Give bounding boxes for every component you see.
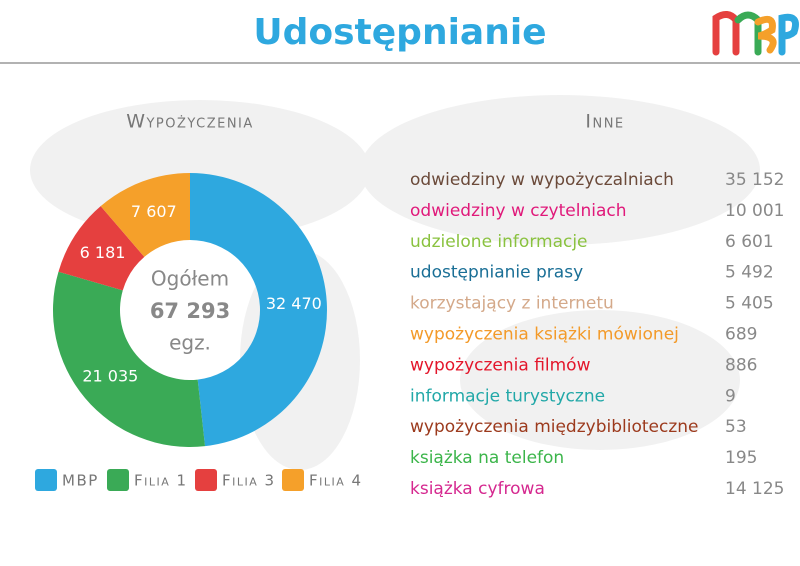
- slice-label: 7 607: [131, 202, 177, 221]
- list-value: 5 492: [725, 263, 774, 283]
- donut-slice: [100, 173, 190, 257]
- legend-label: Filia 4: [309, 472, 363, 490]
- donut: 32 470 21 035 6 181 7 607 Ogółem 67 293 egz.: [53, 173, 327, 447]
- list-label: udostępnianie prasy: [410, 263, 583, 283]
- list-label: wypożyczenia międzybiblioteczne: [410, 417, 699, 437]
- list-label: książka na telefon: [410, 448, 564, 468]
- legend-swatch: [282, 469, 304, 491]
- list-label: wypożyczenia książki mówionej: [410, 325, 679, 345]
- list-label: informacje turystyczne: [410, 386, 605, 406]
- legend-label: Filia 3: [222, 472, 276, 490]
- list-value: 35 152: [725, 170, 784, 190]
- list-label: udzielone informacje: [410, 232, 588, 252]
- list-value: 5 405: [725, 294, 774, 314]
- slice-label: 21 035: [82, 366, 138, 385]
- legend-swatch: [35, 469, 57, 491]
- list-value: 9: [725, 386, 736, 406]
- list-label: odwiedziny w czytelniach: [410, 201, 626, 221]
- list-label: korzystający z internetu: [410, 294, 614, 314]
- center-text: Ogółem: [151, 267, 229, 291]
- legend-label: Filia 1: [134, 472, 188, 490]
- legend-swatch: [107, 469, 129, 491]
- slice-label: 32 470: [266, 294, 322, 313]
- list-value: 6 601: [725, 232, 774, 252]
- list-label: książka cyfrowa: [410, 479, 545, 499]
- list-value: 689: [725, 325, 757, 345]
- legend: MBP Filia 1 Filia 3 Filia 4: [35, 469, 363, 491]
- donut-slice: [53, 271, 206, 447]
- list-value: 886: [725, 355, 757, 375]
- list-value: 10 001: [725, 201, 784, 221]
- legend-label: MBP: [62, 472, 99, 490]
- slice-label: 6 181: [80, 243, 126, 262]
- list-label: wypożyczenia filmów: [410, 355, 591, 375]
- page-title: Udostępnianie: [253, 12, 546, 53]
- center-text: 67 293: [150, 299, 230, 323]
- list-value: 14 125: [725, 479, 784, 499]
- donut-slice: [58, 206, 145, 291]
- logo: [712, 11, 799, 56]
- list-title: Inne: [585, 111, 624, 133]
- list-value: 53: [725, 417, 747, 437]
- list-label: odwiedziny w wypożyczalniach: [410, 170, 674, 190]
- chart-title: Wypożyczenia: [126, 111, 254, 133]
- other-list: odwiedziny w wypożyczalniach 35 152 odwied…: [410, 170, 784, 499]
- center-text: egz.: [169, 331, 211, 355]
- list-value: 195: [725, 448, 757, 468]
- legend-swatch: [195, 469, 217, 491]
- donut-slice: [190, 173, 327, 447]
